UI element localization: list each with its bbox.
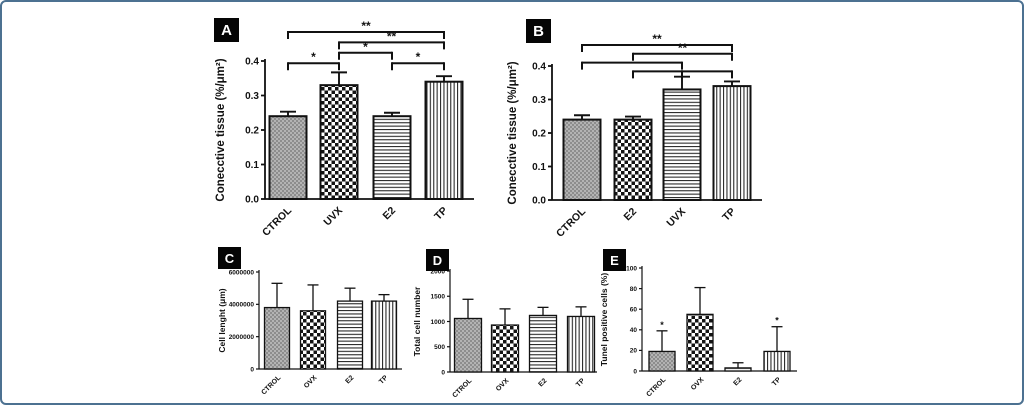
svg-text:6000000: 6000000 (229, 269, 255, 276)
svg-text:**: ** (387, 29, 397, 43)
svg-text:*: * (416, 50, 421, 64)
panel-d-chart: 0 500 1000 1500 2000 Total cell number CTROL OV… (412, 268, 597, 400)
svg-text:Cell lenght (μm): Cell lenght (μm) (217, 288, 227, 352)
svg-text:20: 20 (630, 348, 638, 355)
panel-e-chart: 0 20 40 60 80 100 Tunel positive cells (%) CTRO… (599, 265, 797, 399)
svg-text:OVX: OVX (690, 376, 706, 392)
svg-text:E2: E2 (622, 206, 640, 224)
svg-text:E2: E2 (732, 376, 743, 387)
svg-text:E2: E2 (381, 205, 399, 223)
svg-text:0: 0 (441, 369, 445, 376)
panel-a-letter: A (214, 18, 239, 42)
svg-text:**: ** (652, 32, 662, 46)
svg-text:0.3: 0.3 (532, 95, 546, 106)
svg-text:Conecctive tissue (%/μm²): Conecctive tissue (%/μm²) (507, 61, 519, 204)
svg-text:0.4: 0.4 (532, 62, 546, 73)
svg-text:*: * (363, 40, 368, 54)
panel-b-letter: B (526, 19, 551, 43)
svg-text:0.2: 0.2 (245, 126, 259, 137)
svg-text:*: * (311, 50, 316, 64)
svg-text:E2: E2 (344, 374, 355, 385)
svg-text:**: ** (678, 41, 688, 55)
svg-text:TP: TP (432, 205, 450, 223)
svg-text:CTROL: CTROL (260, 374, 283, 397)
svg-text:80: 80 (630, 286, 638, 293)
svg-text:TP: TP (771, 376, 783, 388)
svg-text:0: 0 (250, 366, 254, 373)
svg-text:OVX: OVX (495, 377, 511, 393)
svg-text:100: 100 (626, 265, 637, 272)
svg-text:0.0: 0.0 (245, 195, 259, 206)
svg-text:2000000: 2000000 (229, 334, 255, 341)
svg-text:TP: TP (720, 206, 738, 224)
svg-text:OVX: OVX (303, 374, 319, 390)
svg-text:500: 500 (434, 344, 445, 351)
panel-d-letter: D (426, 249, 449, 271)
svg-text:**: ** (361, 19, 371, 33)
svg-text:0: 0 (633, 368, 637, 375)
svg-text:TP: TP (575, 377, 587, 389)
svg-text:*: * (775, 316, 779, 326)
svg-text:CTROL: CTROL (554, 205, 588, 239)
panel-b-chart: 0.0 0.1 0.2 0.3 0.4 Conecctive tissue (%/μm²)… (507, 32, 762, 240)
panel-c-chart: 0 2000000 4000000 6000000 Cell lenght (μm) CT… (217, 269, 402, 397)
svg-text:0.2: 0.2 (532, 129, 546, 140)
svg-text:CTROL: CTROL (645, 376, 668, 399)
svg-text:40: 40 (630, 327, 638, 334)
svg-text:CTROL: CTROL (260, 204, 294, 238)
svg-text:*: * (660, 320, 664, 330)
svg-text:0.4: 0.4 (245, 57, 259, 68)
panel-a-chart: 0.0 0.1 0.2 0.3 0.4 Conecctive tissue (%/μm²)… (215, 19, 474, 239)
svg-text:Tunel positive cells (%): Tunel positive cells (%) (599, 273, 609, 367)
panel-e-letter: E (603, 249, 626, 271)
svg-text:CTROL: CTROL (451, 377, 474, 400)
svg-text:TP: TP (378, 374, 390, 386)
svg-text:E2: E2 (537, 377, 548, 388)
svg-text:1500: 1500 (431, 294, 446, 301)
svg-text:UVX: UVX (321, 205, 345, 229)
panel-c-letter: C (218, 247, 241, 269)
svg-text:UVX: UVX (664, 206, 688, 230)
svg-text:0.1: 0.1 (532, 162, 546, 173)
svg-text:2000: 2000 (431, 268, 446, 275)
svg-text:0.1: 0.1 (245, 160, 259, 171)
svg-text:4000000: 4000000 (229, 302, 255, 309)
svg-text:0.3: 0.3 (245, 91, 259, 102)
svg-text:0.0: 0.0 (532, 196, 546, 207)
svg-text:1000: 1000 (431, 319, 446, 326)
svg-text:Total cell number: Total cell number (412, 286, 422, 356)
svg-text:60: 60 (630, 306, 638, 313)
svg-text:Conecctive tissue (%/μm²): Conecctive tissue (%/μm²) (215, 58, 227, 201)
